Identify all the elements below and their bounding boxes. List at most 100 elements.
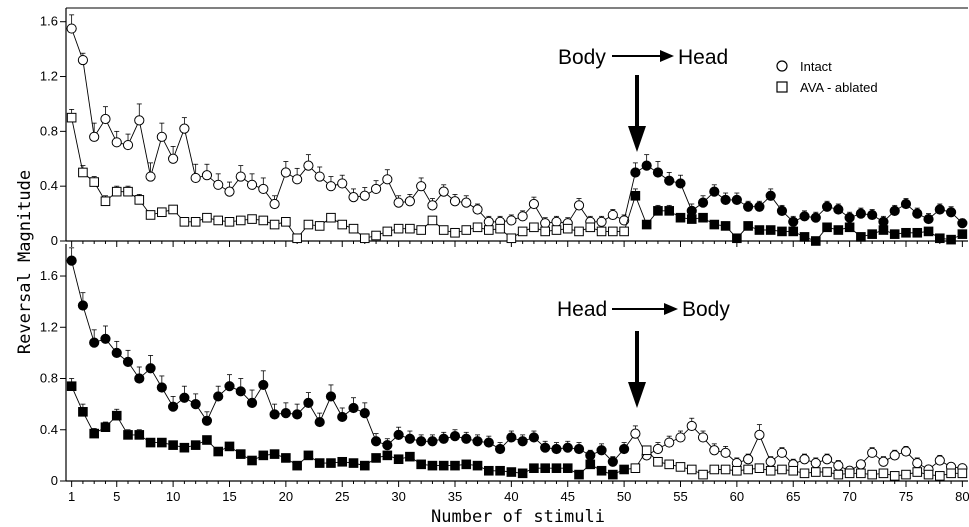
data-point-circle — [224, 186, 235, 197]
data-point-circle — [235, 171, 246, 182]
annotation-top-left: Body — [558, 46, 606, 69]
y-tick-label: 1.6 — [40, 268, 58, 283]
data-point-circle — [483, 437, 494, 448]
x-tick-label: 55 — [673, 489, 687, 504]
data-point-square — [89, 177, 99, 187]
x-tick-label: 75 — [899, 489, 913, 504]
annotation-bottom-right: Body — [682, 298, 730, 321]
data-point-square — [889, 229, 900, 239]
data-point-circle — [867, 209, 878, 221]
data-point-circle — [923, 213, 934, 225]
data-point-circle — [833, 460, 844, 471]
data-point-circle — [461, 197, 472, 208]
data-point-circle — [765, 456, 776, 467]
data-point-circle — [100, 333, 111, 344]
data-point-square — [416, 459, 426, 470]
data-point-square — [337, 456, 348, 467]
data-point-square — [213, 446, 224, 457]
x-tick-label: 30 — [391, 489, 405, 504]
data-point-square — [303, 450, 314, 461]
y-tick-label: 1.6 — [40, 14, 58, 29]
data-point-circle — [607, 456, 618, 467]
data-point-square — [495, 465, 505, 476]
data-point-circle — [246, 397, 258, 408]
data-point-circle — [957, 218, 968, 229]
data-point-square — [935, 233, 945, 244]
data-point-square — [822, 467, 832, 477]
data-point-square — [179, 217, 190, 227]
y-tick-label: 0.8 — [40, 123, 58, 138]
data-point-circle — [280, 408, 291, 419]
data-point-square — [157, 437, 167, 448]
data-point-circle — [77, 54, 89, 66]
data-point-square — [653, 456, 663, 467]
data-point-square — [529, 463, 539, 473]
data-point-circle — [720, 447, 731, 458]
data-point-circle — [134, 373, 145, 384]
data-point-square — [551, 225, 562, 235]
data-point-square — [337, 219, 348, 230]
x-tick-label: 1 — [68, 489, 75, 504]
data-point-circle — [100, 113, 111, 125]
data-point-circle — [89, 131, 100, 142]
data-point-circle — [269, 409, 280, 420]
data-point-square — [461, 459, 472, 470]
data-point-square — [788, 465, 799, 476]
data-point-square — [585, 222, 596, 233]
data-point-square — [100, 422, 111, 432]
data-point-circle — [743, 201, 754, 212]
data-point-circle — [664, 175, 675, 186]
data-point-circle — [731, 194, 742, 205]
data-point-circle — [697, 432, 709, 443]
data-point-square — [562, 463, 573, 473]
data-point-square — [190, 440, 201, 450]
data-point-circle — [461, 433, 472, 444]
data-point-square — [484, 465, 494, 476]
data-point-circle — [652, 443, 664, 455]
data-point-circle — [799, 211, 810, 222]
x-tick-label: 50 — [617, 489, 631, 504]
data-point-circle — [438, 433, 449, 444]
data-point-circle — [393, 429, 404, 440]
x-tick-label: 65 — [786, 489, 800, 504]
data-point-circle — [596, 216, 607, 227]
data-point-square — [123, 430, 133, 440]
data-point-circle — [66, 23, 77, 34]
data-point-circle — [156, 131, 167, 142]
data-point-circle — [337, 411, 348, 423]
data-point-circle — [370, 436, 382, 447]
data-point-square — [833, 225, 844, 235]
data-point-square — [427, 215, 438, 226]
data-point-square — [574, 226, 584, 237]
data-point-square — [134, 430, 145, 440]
data-point-circle — [77, 300, 89, 311]
data-point-circle — [528, 432, 540, 443]
data-point-circle — [709, 445, 720, 456]
data-point-circle — [833, 204, 844, 215]
x-axis-title: Number of stimuli — [431, 507, 605, 527]
data-point-circle — [235, 386, 246, 397]
data-point-square — [247, 455, 257, 466]
data-point-square — [822, 222, 832, 233]
data-point-square — [348, 223, 359, 234]
data-point-square — [946, 468, 956, 479]
data-point-square — [596, 465, 607, 476]
data-point-circle — [844, 212, 855, 223]
data-point-circle — [393, 197, 404, 208]
data-point-square — [78, 167, 88, 178]
data-point-square — [89, 428, 99, 439]
data-point-circle — [528, 198, 540, 210]
data-point-circle — [540, 442, 551, 453]
data-point-square — [641, 219, 652, 230]
data-point-circle — [382, 174, 393, 185]
data-point-circle — [404, 196, 415, 207]
data-point-square — [123, 186, 133, 197]
data-point-square — [235, 449, 246, 459]
data-point-square — [957, 229, 968, 239]
data-point-circle — [156, 382, 167, 393]
data-point-circle — [201, 170, 213, 181]
data-point-circle — [675, 178, 686, 189]
data-point-circle — [934, 204, 945, 215]
data-point-square — [709, 219, 720, 230]
